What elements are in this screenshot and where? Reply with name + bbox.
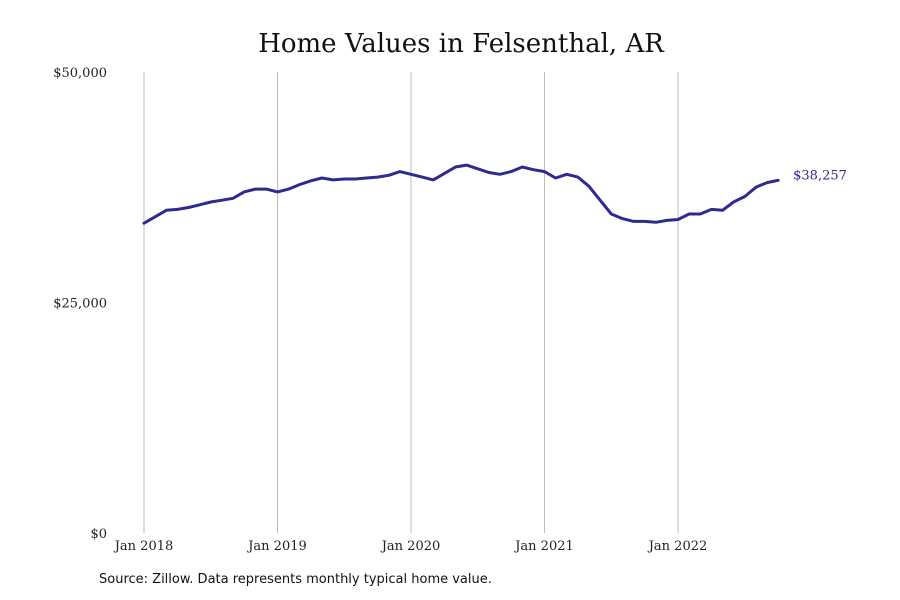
chart-title: Home Values in Felsenthal, AR xyxy=(258,29,665,59)
x-tick-label: Jan 2022 xyxy=(647,539,708,554)
latest-value-label: $38,257 xyxy=(793,168,847,183)
source-note: Source: Zillow. Data represents monthly … xyxy=(99,572,492,587)
x-tick-label: Jan 2019 xyxy=(246,539,307,554)
home-value-series-line xyxy=(142,163,780,225)
y-tick-label: $50,000 xyxy=(53,66,107,81)
x-tick-label: Jan 2020 xyxy=(380,539,441,554)
x-tick-label: Jan 2018 xyxy=(113,539,174,554)
y-tick-label: $25,000 xyxy=(53,297,107,312)
x-tick-label: Jan 2021 xyxy=(513,539,574,554)
y-tick-label: $0 xyxy=(90,527,107,542)
vertical-gridlines xyxy=(143,72,679,533)
y-axis-tick-labels: $0 $25,000 $50,000 xyxy=(53,66,107,542)
x-axis-tick-labels: Jan 2018 Jan 2019 Jan 2020 Jan 2021 Jan 2022 xyxy=(113,539,708,554)
